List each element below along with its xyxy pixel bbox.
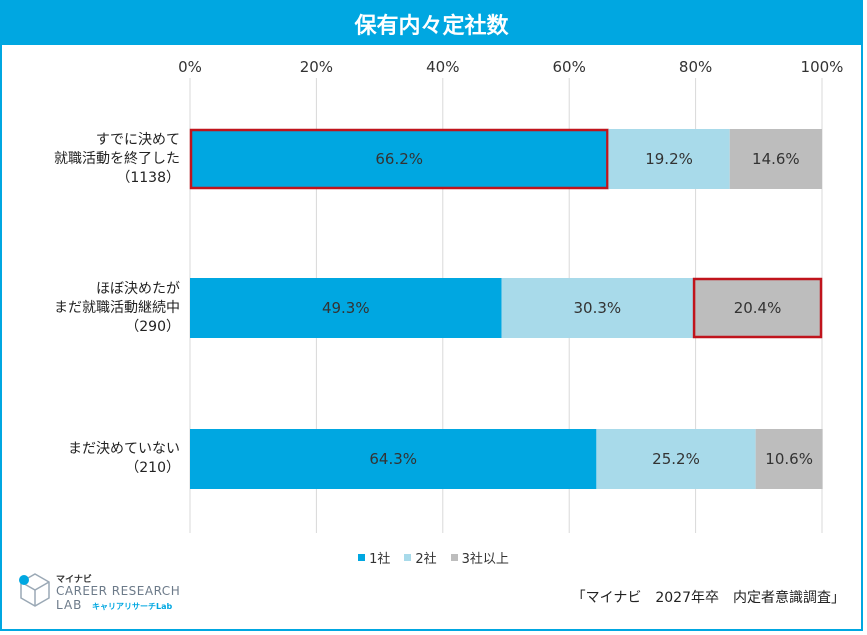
logo-brand: マイナビ xyxy=(56,575,92,585)
bar-segment xyxy=(729,129,822,189)
cube-icon xyxy=(19,573,50,607)
data-label: 20.4% xyxy=(734,299,782,317)
data-label: 66.2% xyxy=(375,150,423,168)
category-label-line: （210） xyxy=(125,460,180,476)
category-label-line: ほぼ決めたが xyxy=(96,280,180,297)
x-tick-label: 100% xyxy=(801,58,844,76)
category-label-line: （290） xyxy=(125,318,180,335)
data-label: 49.3% xyxy=(322,299,370,317)
data-label: 10.6% xyxy=(765,450,813,468)
data-label: 30.3% xyxy=(573,299,621,317)
x-tick-label: 60% xyxy=(553,58,586,76)
category-label-line: まだ決めていない xyxy=(68,441,180,457)
legend-swatch xyxy=(450,554,458,561)
bar-segment xyxy=(190,129,609,189)
category-label: ほぼ決めたがまだ就職活動継続中 （290） xyxy=(20,280,180,337)
highlight-box xyxy=(189,128,609,190)
bar-segment xyxy=(501,278,694,338)
highlight-box xyxy=(692,277,823,339)
category-label-line: すでに決めて xyxy=(95,131,180,148)
legend-swatch xyxy=(404,554,412,561)
legend: 1社 2社 3社以上 xyxy=(0,548,867,567)
legend-swatch xyxy=(358,554,366,561)
bar-segment xyxy=(190,429,597,489)
x-tick-label: 0% xyxy=(178,58,202,76)
source-note: 「マイナビ 2027年卒 内定者意識調査」 xyxy=(571,590,845,606)
legend-label: 1社 xyxy=(369,552,391,567)
legend-item: 1社 xyxy=(358,548,390,567)
logo-kana-text: キャリアリサーチLab xyxy=(92,602,173,611)
bar-segment xyxy=(596,429,756,489)
category-label: まだ決めていない （210） xyxy=(20,440,180,478)
bar-segment xyxy=(755,429,823,489)
data-label: 64.3% xyxy=(369,450,417,468)
category-label-line: （1138） xyxy=(116,169,180,186)
x-tick-label: 20% xyxy=(300,58,333,76)
bar-segment xyxy=(190,278,502,338)
category-label-line: まだ就職活動継続中 xyxy=(54,299,180,316)
bar-segment xyxy=(693,278,822,338)
logo-lab-text: LAB xyxy=(56,598,83,612)
category-label: すでに決めて就職活動を終了した （1138） xyxy=(20,131,180,188)
data-label: 19.2% xyxy=(645,150,693,168)
legend-label: 3社以上 xyxy=(461,552,509,567)
legend-item: 2社 xyxy=(404,548,437,567)
data-label: 25.2% xyxy=(652,450,700,468)
bar-segment xyxy=(608,129,730,189)
legend-item: 3社以上 xyxy=(450,548,509,567)
data-label: 14.6% xyxy=(752,150,800,168)
chart-title: 保有内々定社数 xyxy=(2,2,861,45)
x-tick-label: 80% xyxy=(679,58,712,76)
logo-main-text: CAREER RESEARCH xyxy=(56,584,181,598)
category-label-line: 就職活動を終了した xyxy=(54,150,180,167)
x-tick-label: 40% xyxy=(426,58,459,76)
legend-label: 2社 xyxy=(415,552,437,567)
